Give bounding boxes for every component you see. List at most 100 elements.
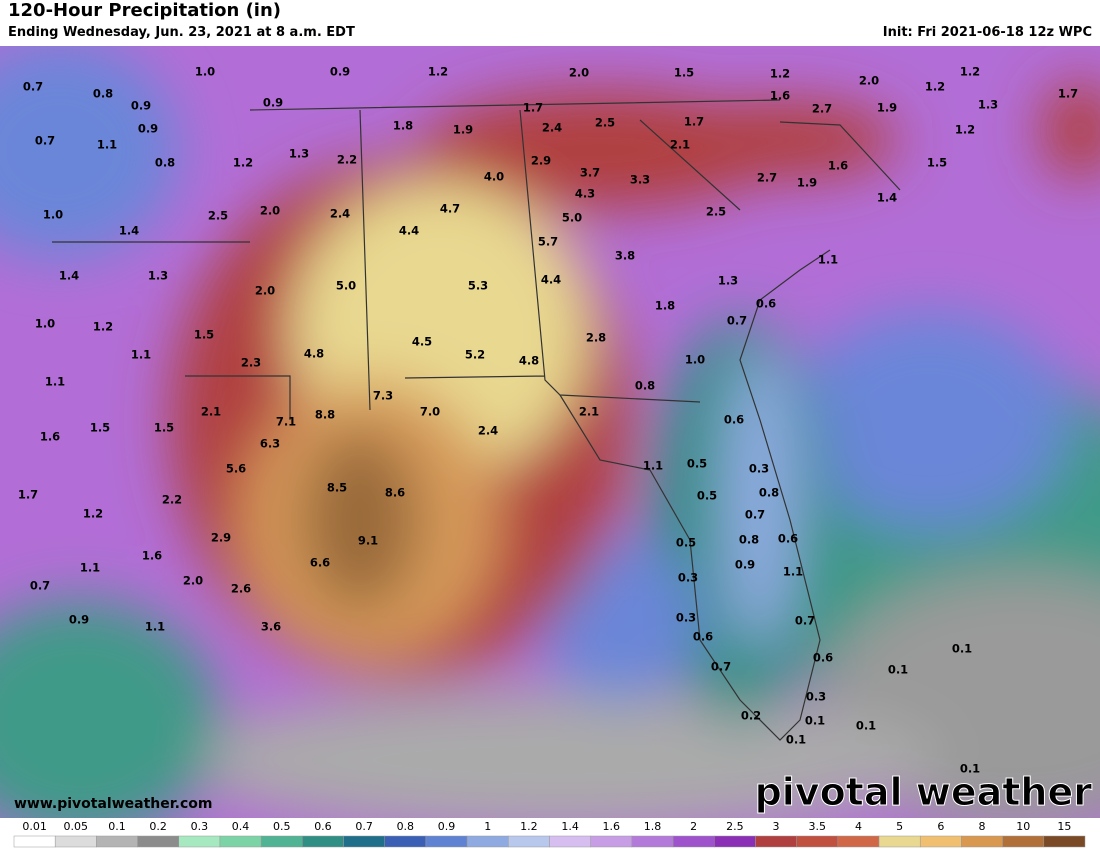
map-value-label: 0.9 (263, 96, 283, 110)
precip-field (0, 46, 1100, 818)
map-value-label: 9.1 (358, 534, 378, 548)
colorbar-swatch (1002, 835, 1045, 848)
colorbar-swatch (219, 835, 262, 848)
init-time: Init: Fri 2021-06-18 12z WPC (883, 25, 1092, 40)
map-value-label: 4.3 (575, 187, 595, 201)
colorbar-tick-label: 5 (896, 820, 903, 833)
map-value-label: 0.8 (93, 87, 113, 101)
colorbar-swatch (714, 835, 756, 848)
colorbar-swatch (919, 835, 962, 848)
map-value-label: 2.1 (670, 138, 690, 152)
colorbar-tick-label: 1.6 (603, 820, 621, 833)
map-value-label: 0.7 (23, 80, 43, 94)
colorbar-swatch (590, 835, 633, 848)
map-value-label: 0.2 (741, 709, 761, 723)
map-value-label: 0.3 (676, 611, 696, 625)
colorbar-tick-label: 2.5 (726, 820, 744, 833)
map-value-label: 3.3 (630, 173, 650, 187)
colorbar-tick-label: 0.7 (355, 820, 373, 833)
map-value-label: 2.0 (260, 204, 280, 218)
map-value-label: 0.1 (805, 714, 825, 728)
map-value-label: 4.0 (484, 170, 504, 184)
map-value-label: 2.5 (208, 209, 228, 223)
map-value-label: 2.4 (542, 121, 562, 135)
map-value-label: 4.4 (399, 224, 419, 238)
colorbar-swatch (260, 835, 303, 848)
map-value-label: 1.2 (955, 123, 975, 137)
map-value-label: 2.5 (706, 205, 726, 219)
map-value-label: 1.2 (960, 65, 980, 79)
map-value-label: 2.2 (162, 493, 182, 507)
colorbar-swatch (302, 835, 344, 848)
map-value-label: 1.6 (40, 430, 60, 444)
map-value-label: 0.9 (138, 122, 158, 136)
map-value-label: 1.0 (195, 65, 215, 79)
map-value-label: 1.8 (393, 119, 413, 133)
colorbar-swatch (137, 835, 180, 848)
map-value-label: 2.8 (586, 331, 606, 345)
colorbar-swatch (1043, 835, 1086, 848)
map-value-label: 5.3 (468, 279, 488, 293)
map-value-label: 2.5 (595, 116, 615, 130)
colorbar-tick-label: 0.4 (232, 820, 250, 833)
map-value-label: 0.9 (330, 65, 350, 79)
map-value-label: 7.3 (373, 389, 393, 403)
map-value-label: 0.1 (888, 663, 908, 677)
colorbar-tick-label: 0.6 (314, 820, 332, 833)
colorbar-tick-label: 1 (484, 820, 491, 833)
map-value-label: 1.3 (978, 98, 998, 112)
map-value-label: 2.9 (531, 154, 551, 168)
map-value-label: 0.8 (155, 156, 175, 170)
map-value-label: 1.5 (154, 421, 174, 435)
map-value-label: 1.5 (927, 156, 947, 170)
map-value-label: 1.1 (145, 620, 165, 634)
map-value-label: 1.9 (797, 176, 817, 190)
map-value-label: 0.6 (693, 630, 713, 644)
map-value-label: 2.4 (330, 207, 350, 221)
map-value-label: 7.1 (276, 415, 296, 429)
colorbar-tick-label: 4 (855, 820, 862, 833)
map-value-label: 3.6 (261, 620, 281, 634)
map-value-label: 8.8 (315, 408, 335, 422)
colorbar-swatch (13, 835, 56, 848)
map-value-label: 1.5 (194, 328, 214, 342)
map-value-label: 0.3 (678, 571, 698, 585)
colorbar-tick-label: 0.1 (108, 820, 126, 833)
map-value-label: 0.7 (711, 660, 731, 674)
map-value-label: 1.5 (90, 421, 110, 435)
colorbar-tick-label: 0.8 (397, 820, 415, 833)
colorbar-swatch (549, 835, 591, 848)
map-value-label: 1.8 (655, 299, 675, 313)
map-value-label: 2.3 (241, 356, 261, 370)
map-value-label: 1.2 (83, 507, 103, 521)
map-value-label: 1.2 (925, 80, 945, 94)
colorbar-tick-label: 0.3 (191, 820, 209, 833)
map-value-label: 0.9 (735, 558, 755, 572)
map-value-label: 1.1 (97, 138, 117, 152)
colorbar-swatch (343, 835, 385, 848)
colorbar-swatch (178, 835, 221, 848)
map-value-label: 1.6 (142, 549, 162, 563)
colorbar-swatch (54, 835, 97, 848)
map-value-label: 8.5 (327, 481, 347, 495)
map-value-label: 2.1 (579, 405, 599, 419)
map-value-label: 1.5 (674, 66, 694, 80)
colorbar-swatch (672, 835, 715, 848)
colorbar-swatch (384, 835, 427, 848)
map-value-label: 0.5 (697, 489, 717, 503)
map-value-label: 1.1 (818, 253, 838, 267)
colorbar-tick-label: 0.05 (64, 820, 89, 833)
map-value-label: 0.7 (745, 508, 765, 522)
colorbar-tick-label: 0.5 (273, 820, 291, 833)
colorbar-swatch (755, 835, 797, 848)
map-value-label: 1.4 (119, 224, 139, 238)
map-value-label: 0.7 (30, 579, 50, 593)
map-value-label: 1.1 (131, 348, 151, 362)
map-value-label: 1.3 (718, 274, 738, 288)
map-value-label: 0.7 (727, 314, 747, 328)
map-value-label: 2.2 (337, 153, 357, 167)
map-value-label: 2.7 (757, 171, 777, 185)
map-value-label: 4.8 (304, 347, 324, 361)
map-value-label: 1.2 (93, 320, 113, 334)
